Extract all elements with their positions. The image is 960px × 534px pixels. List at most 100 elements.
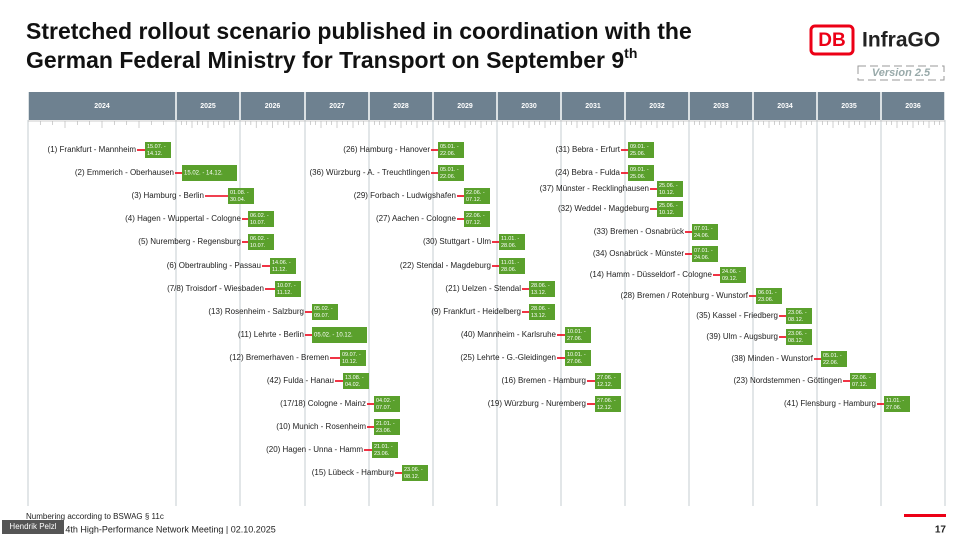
date-text: 09.07.	[314, 313, 330, 319]
date-box	[756, 288, 782, 304]
date-text: 10.07.	[250, 220, 266, 226]
date-box	[595, 373, 621, 389]
date-text: 27.06.	[567, 359, 583, 365]
project-label: (34) Osnabrück - Münster	[593, 249, 684, 258]
date-text: 15.02. - 14.12.	[184, 171, 223, 177]
year-label: 2031	[585, 103, 601, 110]
date-text: 28.06. -	[531, 283, 550, 289]
date-text: 08.12.	[404, 474, 420, 480]
date-text: 10.12.	[659, 210, 675, 216]
year-label: 2032	[649, 103, 665, 110]
project-label: (3) Hamburg - Berlin	[132, 191, 204, 200]
date-box	[529, 281, 555, 297]
date-box	[343, 373, 369, 389]
date-text: 04.02. -	[376, 398, 395, 404]
date-text: 28.06.	[501, 243, 517, 249]
date-text: 05.02. -	[314, 306, 333, 312]
date-box	[657, 201, 683, 217]
project-label: (41) Flensburg - Hamburg	[784, 399, 876, 408]
date-box	[720, 267, 746, 283]
date-text: 27.06.	[567, 336, 583, 342]
date-text: 28.06.	[501, 267, 517, 273]
date-text: 28.06. -	[531, 306, 550, 312]
date-text: 27.06. -	[597, 375, 616, 381]
date-box	[628, 165, 654, 181]
date-text: 10.12.	[659, 190, 675, 196]
year-label: 2033	[713, 103, 729, 110]
page-number: 17	[935, 525, 947, 534]
date-box	[248, 234, 274, 250]
presenter: Hendrik Pelzl	[9, 522, 56, 531]
date-text: 06.02. -	[250, 236, 269, 242]
project-label: (35) Kassel - Friedberg	[696, 311, 778, 320]
date-text: 22.06.	[823, 360, 839, 366]
title-sup: th	[624, 45, 637, 61]
project-label: (6) Obertraubling - Passau	[167, 261, 261, 270]
date-text: 10.01. -	[567, 352, 586, 358]
date-text: 05.01. -	[823, 353, 842, 359]
date-text: 11.12.	[272, 267, 287, 273]
date-box	[692, 224, 718, 240]
date-text: 25.06.	[630, 151, 646, 157]
date-text: 24.06. -	[722, 269, 741, 275]
date-text: 04.02.	[345, 382, 361, 388]
project-label: (30) Stuttgart - Ulm	[423, 237, 491, 246]
date-text: 09.01. -	[630, 167, 649, 173]
date-text: 14.06. -	[272, 260, 291, 266]
date-text: 21.01. -	[374, 444, 393, 450]
date-text: 23.06.	[758, 297, 774, 303]
date-text: 07.01. -	[694, 248, 713, 254]
date-box	[438, 142, 464, 158]
project-label: (24) Bebra - Fulda	[555, 168, 620, 177]
year-label: 2034	[777, 103, 793, 110]
project-label: (38) Minden - Wunstorf	[731, 354, 813, 363]
project-label: (14) Hamm - Düsseldorf - Cologne	[590, 270, 713, 279]
title-text: German Federal Ministry for Transport on…	[26, 47, 624, 73]
project-label: (17/18) Cologne - Mainz	[280, 399, 366, 408]
date-box	[595, 396, 621, 412]
date-text: 10.01. -	[567, 329, 586, 335]
date-box	[529, 304, 555, 320]
date-box	[312, 327, 367, 343]
date-text: 25.06. -	[659, 203, 678, 209]
date-text: 22.06. -	[466, 190, 485, 196]
presenter-badge	[2, 520, 64, 534]
title: Stretched rollout scenario published in …	[26, 18, 692, 44]
year-label: 2028	[393, 103, 409, 110]
version-box	[857, 65, 945, 81]
date-text: 14.12.	[147, 151, 163, 157]
date-text: 10.07. -	[277, 283, 296, 289]
project-label: (32) Weddel - Magdeburg	[558, 204, 649, 213]
date-text: 22.06.	[440, 151, 456, 157]
date-text: 12.12.	[597, 382, 613, 388]
date-box	[438, 165, 464, 181]
project-label: (26) Hamburg - Hanover	[343, 145, 430, 154]
logo-box	[809, 24, 855, 56]
project-label: (22) Stendal - Magdeburg	[400, 261, 491, 270]
year-label: 2035	[841, 103, 857, 110]
date-text: 22.06. -	[466, 213, 485, 219]
project-label: (36) Würzburg - A. - Treuchtlingen	[310, 168, 431, 177]
date-text: 09.12.	[722, 276, 738, 282]
date-box	[228, 188, 254, 204]
project-label: (2) Emmerich - Oberhausen	[75, 168, 174, 177]
project-label: (31) Bebra - Erfurt	[556, 145, 621, 154]
project-label: (15) Lübeck - Hamburg	[312, 468, 394, 477]
project-label: (28) Bremen / Rotenburg - Wunstorf	[621, 291, 749, 300]
date-text: 13.12.	[531, 313, 547, 319]
date-box	[628, 142, 654, 158]
date-box	[270, 258, 296, 274]
project-label: (40) Mannheim - Karlsruhe	[461, 330, 557, 339]
project-label: (37) Münster - Recklinghausen	[540, 184, 649, 193]
date-text: 05.01. -	[440, 144, 459, 150]
date-text: 11.01. -	[886, 398, 904, 404]
date-box	[821, 351, 847, 367]
date-box	[372, 442, 398, 458]
date-text: 01.08. -	[230, 190, 249, 196]
project-label: (7/8) Troisdorf - Wiesbaden	[167, 284, 264, 293]
project-label: (23) Nordstemmen - Göttingen	[734, 376, 843, 385]
date-box	[499, 258, 525, 274]
date-text: 30.04.	[230, 197, 246, 203]
date-text: 23.06. -	[788, 310, 807, 316]
date-text: 07.12.	[852, 382, 868, 388]
